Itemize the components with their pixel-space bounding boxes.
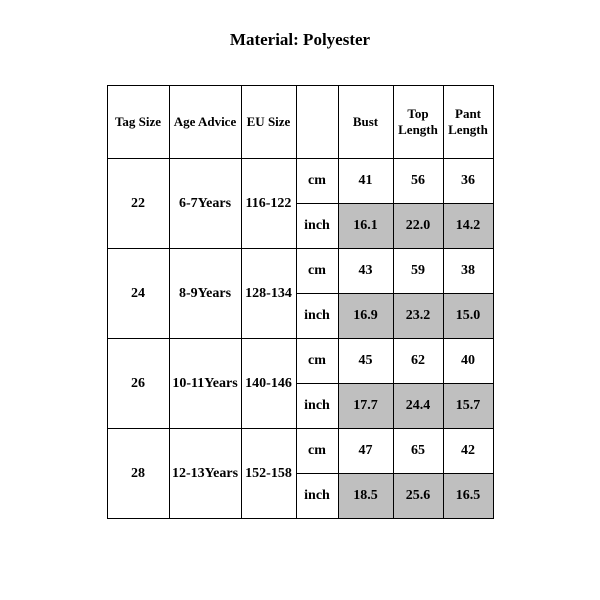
table-row: 26 10-11Years 140-146 cm 45 62 40: [107, 339, 493, 384]
cell-age-advice: 12-13Years: [169, 429, 241, 519]
cell-eu-size: 128-134: [241, 249, 296, 339]
cell-top-length: 24.4: [393, 384, 443, 429]
cell-age-advice: 8-9Years: [169, 249, 241, 339]
cell-eu-size: 116-122: [241, 159, 296, 249]
page-title: Material: Polyester: [0, 30, 600, 50]
cell-bust: 43: [338, 249, 393, 294]
cell-bust: 47: [338, 429, 393, 474]
size-table: Tag Size Age Advice EU Size Bust Top Len…: [107, 85, 494, 519]
cell-bust: 45: [338, 339, 393, 384]
cell-tag-size: 28: [107, 429, 169, 519]
cell-top-length: 62: [393, 339, 443, 384]
cell-unit-inch: inch: [296, 204, 338, 249]
cell-unit-cm: cm: [296, 429, 338, 474]
col-unit: [296, 86, 338, 159]
cell-age-advice: 10-11Years: [169, 339, 241, 429]
table-row: 28 12-13Years 152-158 cm 47 65 42: [107, 429, 493, 474]
cell-bust: 41: [338, 159, 393, 204]
cell-unit-cm: cm: [296, 339, 338, 384]
cell-tag-size: 22: [107, 159, 169, 249]
cell-bust: 16.1: [338, 204, 393, 249]
cell-eu-size: 152-158: [241, 429, 296, 519]
cell-top-length: 56: [393, 159, 443, 204]
size-chart-page: Material: Polyester Tag Size Age Advice …: [0, 0, 600, 600]
cell-pant-length: 42: [443, 429, 493, 474]
cell-unit-cm: cm: [296, 159, 338, 204]
col-top-length: Top Length: [393, 86, 443, 159]
cell-bust: 16.9: [338, 294, 393, 339]
cell-top-length: 65: [393, 429, 443, 474]
cell-top-length: 23.2: [393, 294, 443, 339]
cell-unit-cm: cm: [296, 249, 338, 294]
cell-tag-size: 26: [107, 339, 169, 429]
col-age-advice: Age Advice: [169, 86, 241, 159]
cell-unit-inch: inch: [296, 294, 338, 339]
col-bust: Bust: [338, 86, 393, 159]
cell-pant-length: 15.0: [443, 294, 493, 339]
col-eu-size: EU Size: [241, 86, 296, 159]
table-header-row: Tag Size Age Advice EU Size Bust Top Len…: [107, 86, 493, 159]
cell-unit-inch: inch: [296, 384, 338, 429]
table-row: 24 8-9Years 128-134 cm 43 59 38: [107, 249, 493, 294]
cell-age-advice: 6-7Years: [169, 159, 241, 249]
cell-unit-inch: inch: [296, 474, 338, 519]
cell-top-length: 25.6: [393, 474, 443, 519]
cell-eu-size: 140-146: [241, 339, 296, 429]
col-tag-size: Tag Size: [107, 86, 169, 159]
cell-bust: 18.5: [338, 474, 393, 519]
table-row: 22 6-7Years 116-122 cm 41 56 36: [107, 159, 493, 204]
cell-tag-size: 24: [107, 249, 169, 339]
cell-bust: 17.7: [338, 384, 393, 429]
cell-top-length: 59: [393, 249, 443, 294]
cell-top-length: 22.0: [393, 204, 443, 249]
cell-pant-length: 14.2: [443, 204, 493, 249]
cell-pant-length: 36: [443, 159, 493, 204]
cell-pant-length: 15.7: [443, 384, 493, 429]
cell-pant-length: 16.5: [443, 474, 493, 519]
cell-pant-length: 40: [443, 339, 493, 384]
col-pant-length: Pant Length: [443, 86, 493, 159]
cell-pant-length: 38: [443, 249, 493, 294]
